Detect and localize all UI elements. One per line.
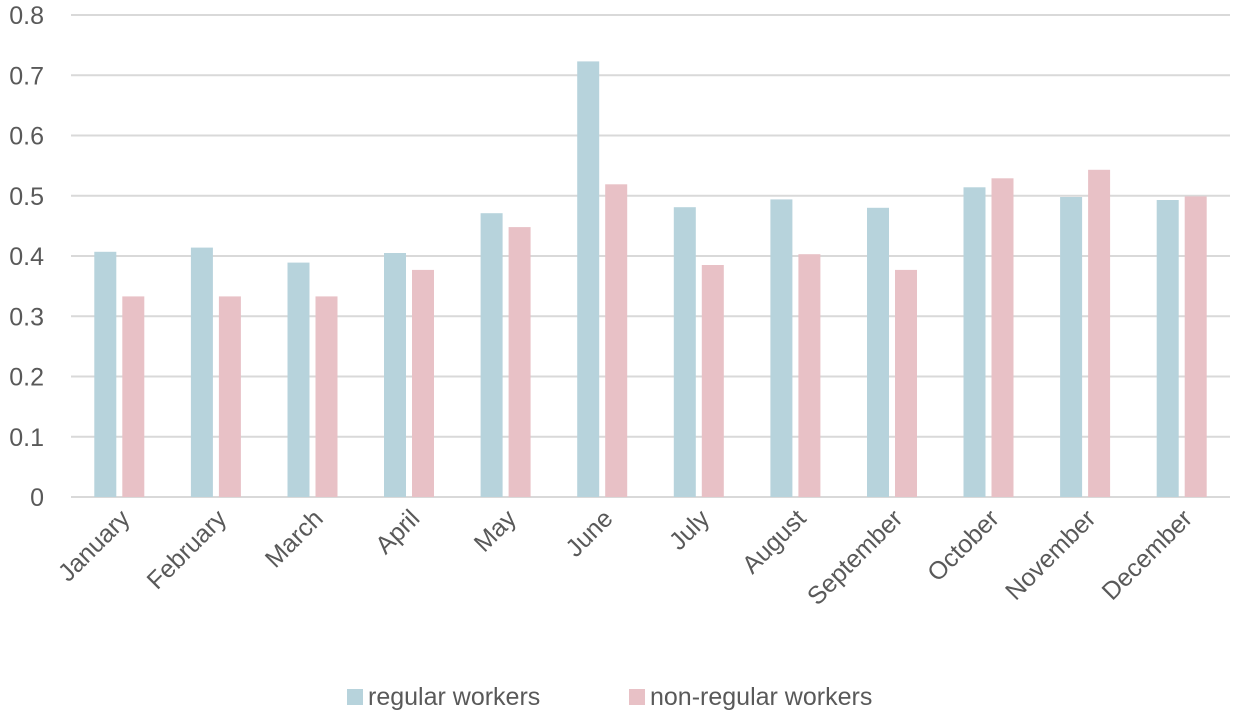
y-tick-label: 0.1 [9,424,44,452]
bar-regular-august [770,199,793,497]
x-category-label: July [664,504,716,556]
y-tick-label: 0.2 [9,364,44,392]
x-category-label: April [370,504,425,559]
y-tick-label: 0.3 [9,303,44,331]
bar-regular-march [287,262,310,497]
bar-regular-june [577,61,600,498]
y-axis-tick-labels: 0 0.1 0.2 0.3 0.4 0.5 0.6 0.7 0.8 [9,2,44,512]
bar-non-regular-october [991,178,1014,498]
y-tick-label: 0.7 [9,62,44,90]
gridlines [71,14,1230,498]
bar-non-regular-august [798,254,821,497]
x-category-label: February [142,504,233,595]
legend-label-regular-workers: regular workers [368,683,540,711]
bar-regular-april [384,253,406,497]
bar-non-regular-april [412,269,434,497]
y-tick-label: 0.4 [9,243,44,271]
bar-non-regular-june [605,184,628,498]
bar-non-regular-december [1184,196,1207,497]
y-tick-label: 0.8 [9,2,44,30]
bar-non-regular-february [218,296,241,497]
bar-regular-september [867,207,889,498]
bar-non-regular-january [122,296,145,497]
bar-regular-october [963,187,986,498]
legend-swatch-regular-workers [347,689,363,705]
x-category-label: March [260,504,329,573]
y-tick-label: 0.6 [9,123,44,151]
x-category-label: December [1097,504,1198,605]
x-category-label: September [802,504,908,610]
bar-regular-july [673,207,696,497]
legend: regular workers non-regular workers [347,683,872,711]
y-tick-label: 0 [30,484,44,512]
bar-non-regular-november [1088,169,1111,498]
bar-non-regular-september [895,269,917,497]
x-category-label: May [469,504,523,558]
bar-regular-january [94,251,117,497]
x-axis-category-labels: January February March April May June July Augu… [53,504,1198,611]
bar-regular-february [190,247,213,497]
bar-non-regular-may [508,227,531,497]
x-category-label: November [1000,504,1101,605]
y-tick-label: 0.5 [9,183,44,211]
bar-regular-november [1060,197,1083,497]
x-category-label: June [560,504,618,562]
x-category-label: January [53,504,136,587]
bars [94,61,1207,498]
bar-non-regular-march [315,296,338,497]
x-category-label: August [737,504,812,579]
bar-non-regular-july [701,265,724,497]
x-category-label: October [922,504,1005,587]
bar-regular-december [1156,200,1179,497]
legend-swatch-non-regular-workers [629,689,645,705]
bar-regular-may [480,213,503,497]
legend-label-non-regular-workers: non-regular workers [650,683,872,711]
